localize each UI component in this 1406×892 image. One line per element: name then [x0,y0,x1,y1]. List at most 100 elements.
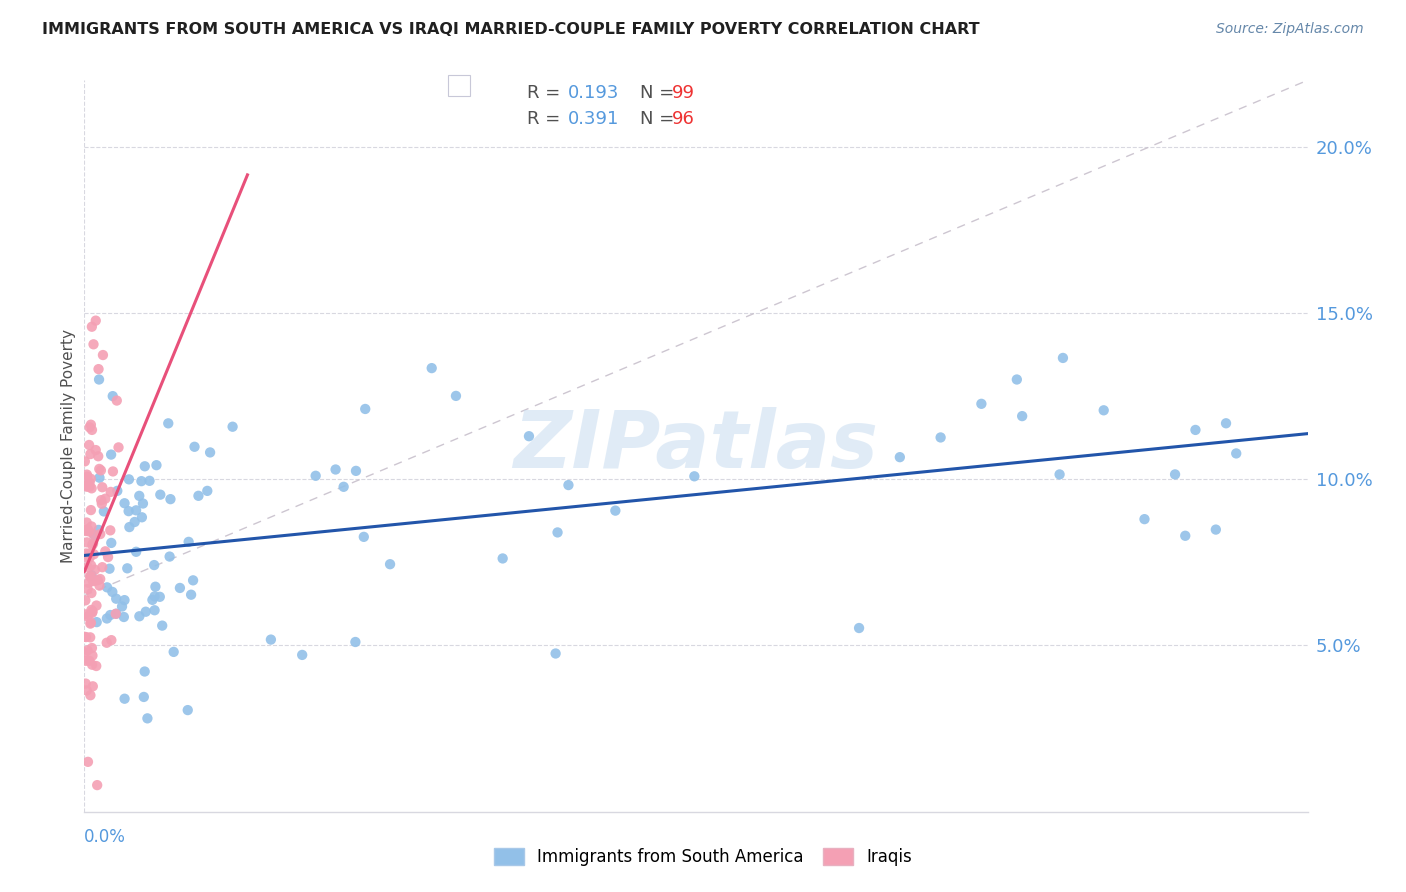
Point [77,755,100,769]
Point [89,527,111,541]
Point [76,560,98,574]
Point [138,474,160,488]
Point [84,443,107,458]
Point [291,648,314,662]
Point [1184,423,1206,437]
Point [353,530,375,544]
Point [80,603,103,617]
Point [83,547,105,561]
Point [169,581,191,595]
Point [96,611,118,625]
Point [177,534,200,549]
Point [420,361,443,376]
Point [149,590,172,604]
Point [75,654,97,668]
Point [80,657,103,672]
Point [75,524,97,538]
Point [132,496,155,510]
Point [143,603,166,617]
Text: Source: ZipAtlas.com: Source: ZipAtlas.com [1216,22,1364,37]
Point [91,480,114,494]
Point [100,484,122,499]
Point [79,549,101,563]
Point [132,690,155,704]
Point [1205,523,1227,537]
Point [143,590,166,604]
Point [149,488,172,502]
Text: N =: N = [640,84,679,102]
Point [73,630,96,644]
Point [80,481,103,495]
Point [79,630,101,644]
Point [305,468,328,483]
Text: 0.0%: 0.0% [84,828,127,846]
Point [159,549,181,564]
Point [83,337,105,351]
Point [82,527,104,541]
Point [87,573,110,587]
Point [605,503,627,517]
Point [76,535,98,549]
Point [260,632,283,647]
Point [444,389,467,403]
Point [79,475,101,490]
Point [105,393,128,408]
Point [84,659,107,673]
Text: R =: R = [527,84,567,102]
Point [76,550,98,565]
Point [131,474,153,488]
Point [76,582,98,596]
Point [117,504,139,518]
Point [112,610,135,624]
Point [344,464,367,478]
Point [221,419,243,434]
Point [135,605,157,619]
Point [117,561,139,575]
Point [125,545,148,559]
Point [114,593,136,607]
Point [80,417,103,432]
Point [77,438,100,452]
Point [82,648,104,663]
Point [82,574,104,588]
Point [76,467,98,482]
Point [1164,467,1187,482]
Point [98,524,121,538]
Point [87,523,110,537]
Point [80,569,103,583]
Point [187,489,209,503]
Point [82,679,104,693]
Point [75,546,97,560]
Point [93,504,115,518]
Point [91,348,114,362]
Point [73,454,96,468]
Point [80,615,103,630]
Point [89,572,111,586]
Point [1052,351,1074,365]
Point [94,544,117,558]
Point [83,528,105,542]
Point [79,550,101,565]
Point [163,645,186,659]
Point [79,654,101,668]
Point [195,483,218,498]
Point [105,607,128,621]
Point [105,483,128,498]
Point [198,445,221,459]
Point [80,606,103,620]
Point [86,615,108,629]
Point [87,449,110,463]
Point [76,643,98,657]
Text: 96: 96 [672,110,695,128]
Point [1011,409,1033,423]
Point [1049,467,1071,482]
Point [125,503,148,517]
Point [1174,529,1197,543]
Point [80,558,103,573]
Text: IMMIGRANTS FROM SOUTH AMERICA VS IRAQI MARRIED-COUPLE FAMILY POVERTY CORRELATION: IMMIGRANTS FROM SOUTH AMERICA VS IRAQI M… [42,22,980,37]
Point [325,462,347,476]
Point [150,618,173,632]
Point [683,469,706,483]
Point [76,522,98,536]
Point [159,492,181,507]
